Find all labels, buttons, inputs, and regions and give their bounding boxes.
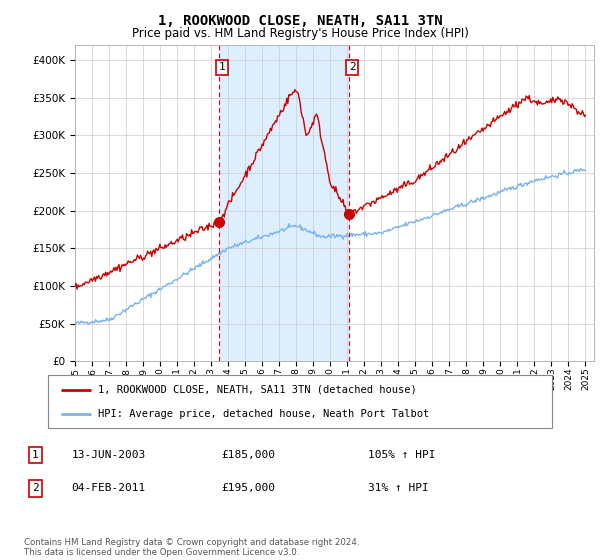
Text: 04-FEB-2011: 04-FEB-2011: [71, 483, 146, 493]
Text: £185,000: £185,000: [221, 450, 275, 460]
Bar: [219, 45, 349, 361]
FancyBboxPatch shape: [48, 375, 552, 428]
Text: 105% ↑ HPI: 105% ↑ HPI: [368, 450, 435, 460]
Text: Price paid vs. HM Land Registry's House Price Index (HPI): Price paid vs. HM Land Registry's House …: [131, 27, 469, 40]
Text: 1: 1: [219, 62, 226, 72]
Text: 1, ROOKWOOD CLOSE, NEATH, SA11 3TN: 1, ROOKWOOD CLOSE, NEATH, SA11 3TN: [158, 14, 442, 28]
Text: 2: 2: [349, 62, 356, 72]
Text: 13-JUN-2003: 13-JUN-2003: [71, 450, 146, 460]
Text: Contains HM Land Registry data © Crown copyright and database right 2024.
This d: Contains HM Land Registry data © Crown c…: [24, 538, 359, 557]
Text: HPI: Average price, detached house, Neath Port Talbot: HPI: Average price, detached house, Neat…: [98, 409, 430, 419]
Text: 31% ↑ HPI: 31% ↑ HPI: [368, 483, 428, 493]
Text: 1, ROOKWOOD CLOSE, NEATH, SA11 3TN (detached house): 1, ROOKWOOD CLOSE, NEATH, SA11 3TN (deta…: [98, 385, 417, 395]
Text: 2: 2: [32, 483, 39, 493]
Text: £195,000: £195,000: [221, 483, 275, 493]
Text: 1: 1: [32, 450, 39, 460]
